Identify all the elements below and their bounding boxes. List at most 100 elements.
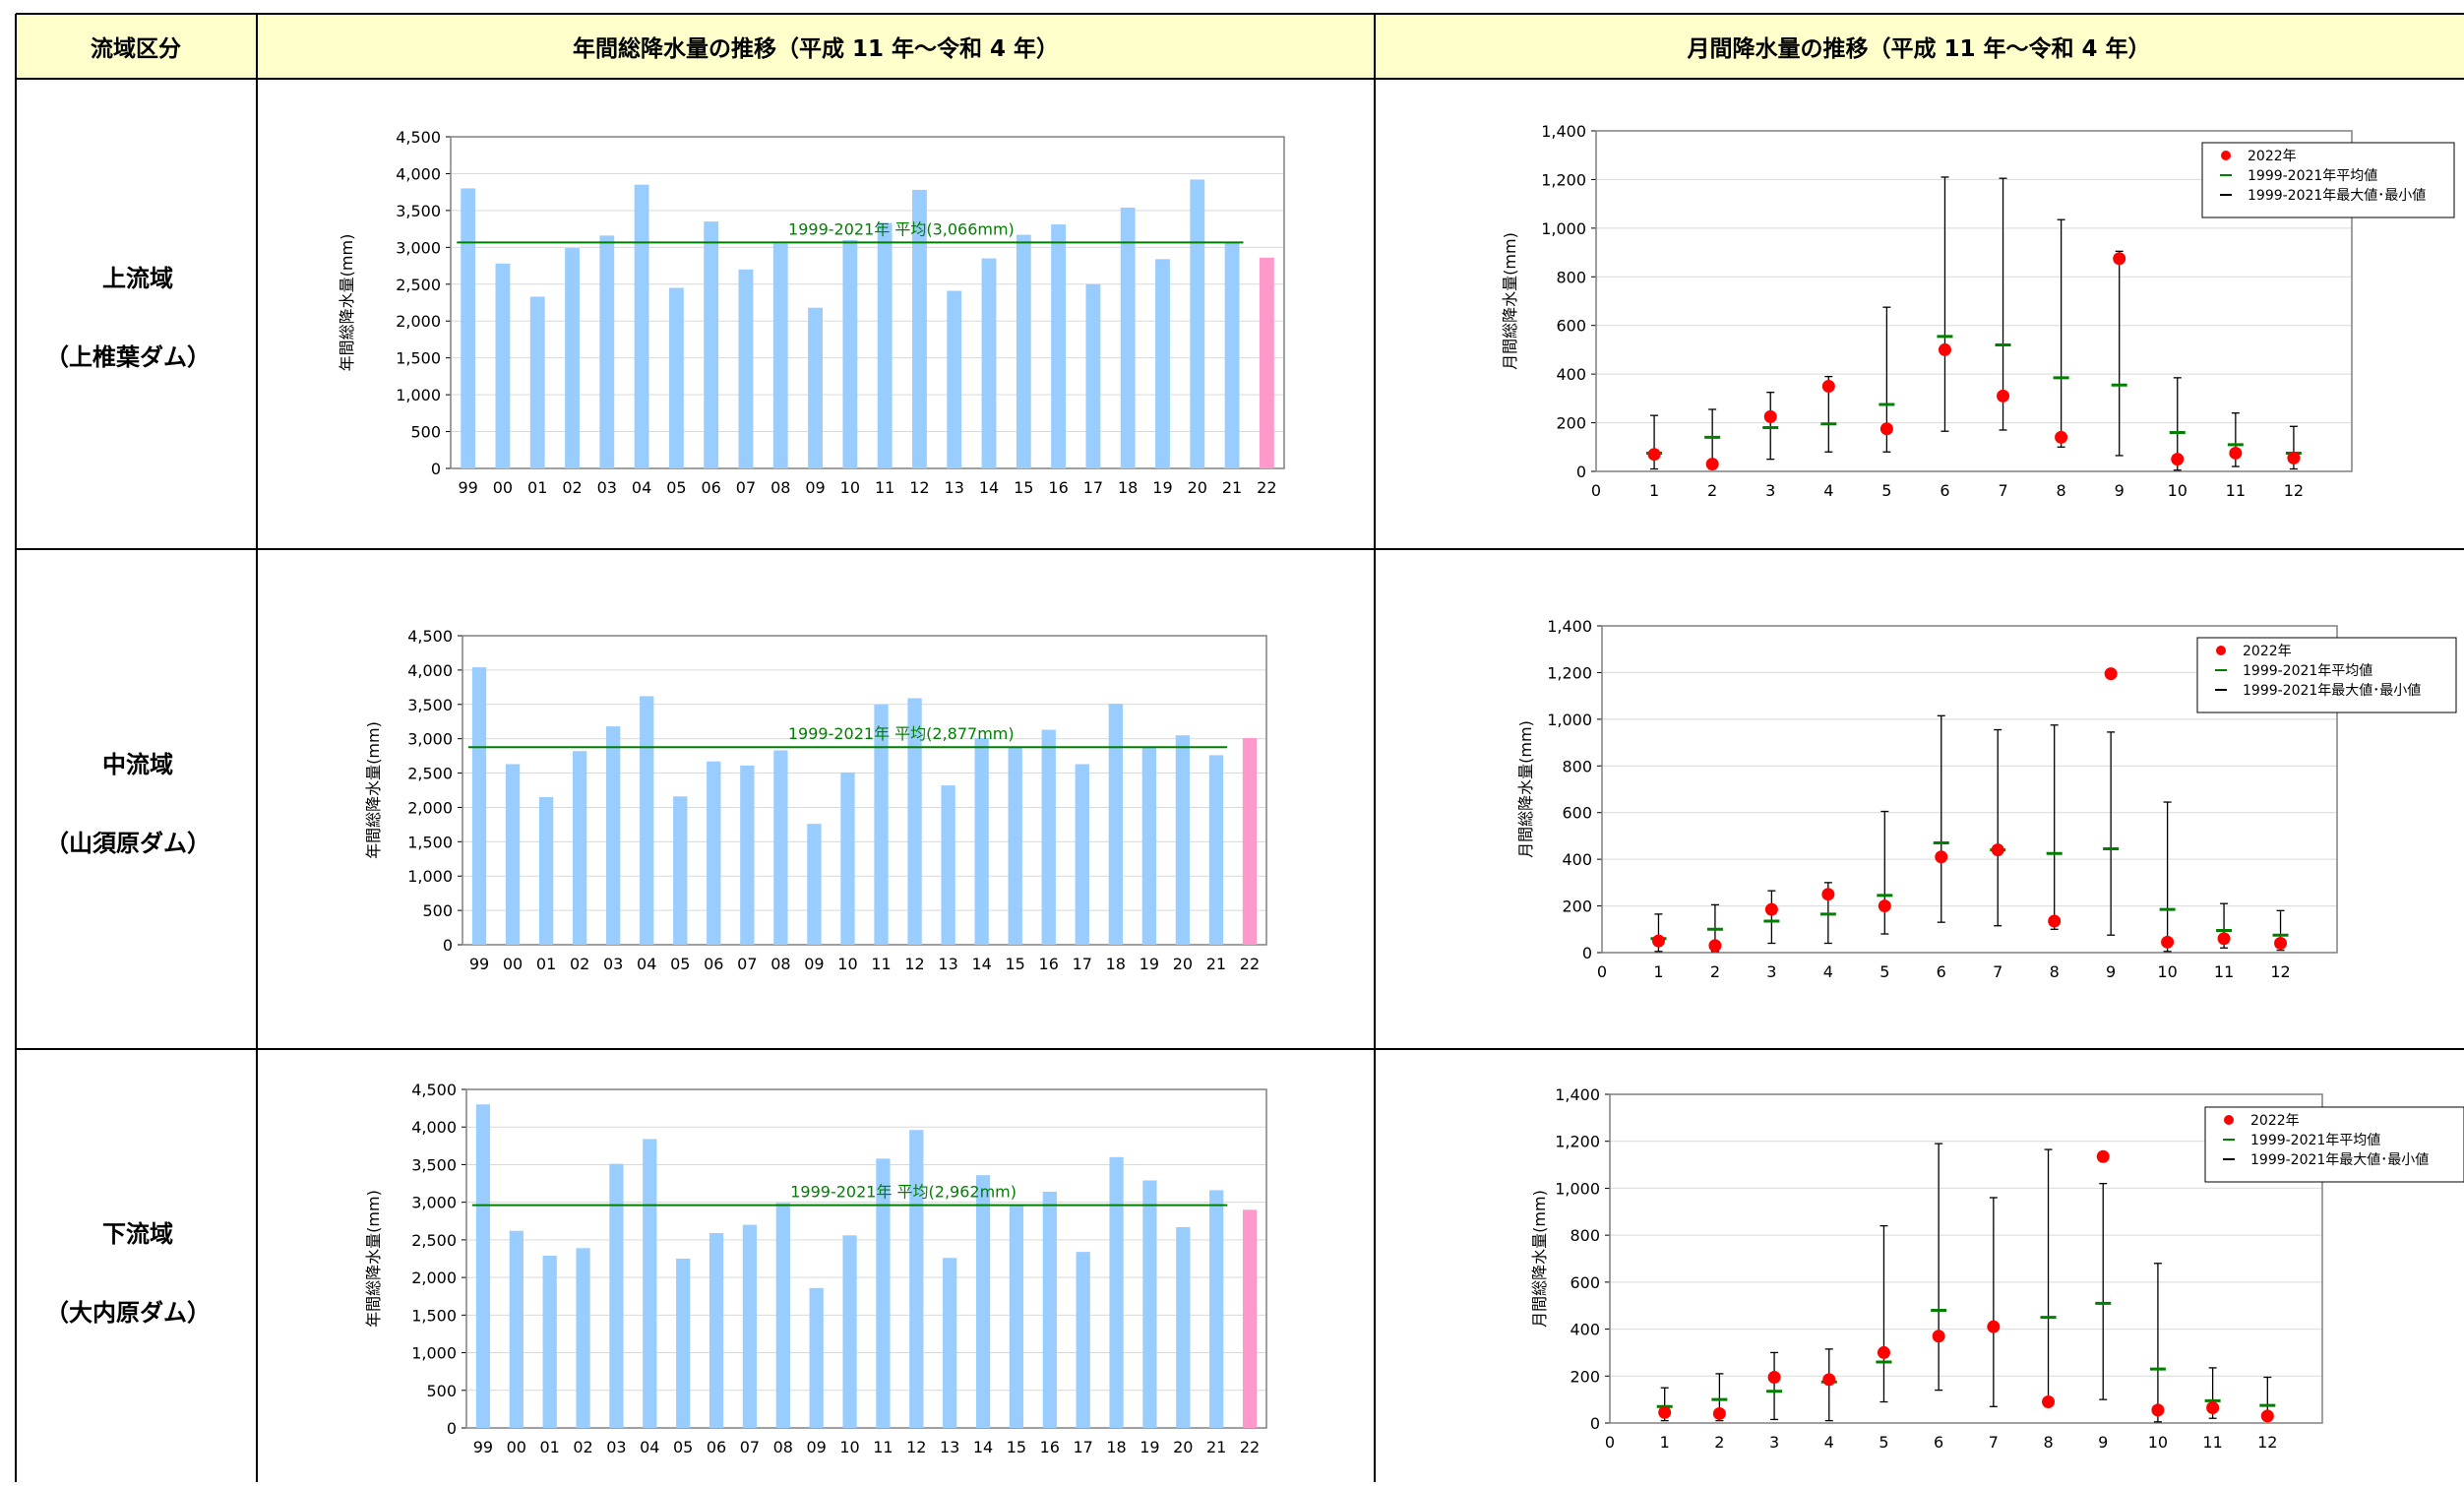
y-tick-label: 600: [1556, 317, 1586, 336]
x-tick-label: 7: [1989, 1433, 1999, 1452]
bar-13: [947, 290, 962, 468]
x-tick-label: 15: [1006, 955, 1025, 973]
point-2022-month-5: [1879, 422, 1893, 436]
y-tick-label: 4,000: [396, 164, 441, 183]
x-tick-label: 11: [875, 478, 894, 497]
annual-chart-4: 05001,0001,5002,0002,5003,0003,5004,0004…: [364, 1081, 1267, 1456]
annual-chart-2: 05001,0001,5002,0002,5003,0003,5004,0004…: [364, 627, 1267, 973]
bar-21: [1224, 242, 1240, 468]
point-2022-month-1: [1647, 448, 1661, 462]
y-tick-label: 2,500: [407, 765, 453, 783]
x-tick-label: 18: [1106, 955, 1126, 973]
y-axis-label: 月間総降水量(mm): [1516, 720, 1535, 858]
legend: 2022年 1999-2021年平均値 1999-2021年最大値･最小値: [2201, 142, 2455, 218]
y-tick-label: 4,500: [396, 128, 441, 147]
bar-06: [708, 1233, 724, 1428]
x-tick-label: 13: [945, 478, 964, 497]
bar-00: [505, 764, 521, 945]
legend-entry: 2022年: [2248, 149, 2297, 164]
bar-04: [640, 696, 654, 945]
y-tick-label: 2,000: [396, 312, 441, 331]
x-tick-label: 16: [1039, 955, 1059, 973]
bar-22: [1242, 737, 1258, 945]
x-tick-label: 16: [1048, 478, 1068, 497]
x-tick-label: 5: [1881, 481, 1891, 500]
legend-box: [2204, 1106, 2464, 1183]
x-tick-label: 04: [637, 955, 656, 973]
average-label: 1999-2021年 平均(2,877mm): [788, 724, 1015, 743]
x-tick-label: 11: [2226, 481, 2246, 500]
point-2022-month-7: [1991, 843, 2004, 857]
x-tick-label: 10: [839, 1438, 859, 1456]
bar-20: [1190, 179, 1205, 469]
bar-18: [1120, 207, 1136, 469]
y-tick-label: 0: [431, 460, 441, 478]
bar-15: [1016, 234, 1031, 468]
y-axis-label: 月間総降水量(mm): [1501, 232, 1519, 370]
x-tick-label: 22: [1240, 955, 1260, 973]
y-tick-label: 1,200: [1541, 170, 1586, 189]
y-tick-label: 1,000: [1541, 219, 1586, 238]
legend-entry: 1999-2021年平均値: [2243, 663, 2372, 679]
x-tick-label: 21: [1222, 478, 1242, 497]
point-2022-month-8: [2055, 430, 2068, 444]
x-tick-label: 8: [2043, 1433, 2053, 1452]
x-tick-label: 09: [805, 478, 825, 497]
legend-dot-icon: [2221, 151, 2231, 160]
y-tick-label: 1,000: [396, 386, 441, 404]
bar-03: [599, 235, 615, 468]
y-tick-label: 1,400: [1555, 1085, 1600, 1104]
bar-02: [576, 1248, 590, 1428]
x-tick-label: 10: [2157, 962, 2177, 981]
x-tick-label: 12: [906, 1438, 926, 1456]
bar-01: [538, 796, 554, 945]
point-2022-month-12: [2260, 1409, 2274, 1423]
plot-area: [1601, 625, 2338, 954]
x-tick-label: 00: [507, 1438, 526, 1456]
y-tick-label: 1,500: [407, 833, 453, 851]
bar-06: [707, 761, 721, 945]
x-tick-label: 05: [670, 955, 690, 973]
bar-15: [1009, 1204, 1024, 1428]
row-label-lower-dam: （大内原ダム）: [45, 1299, 211, 1327]
point-2022-month-8: [2048, 914, 2062, 928]
legend-box: [2201, 142, 2455, 218]
y-tick-label: 2,500: [396, 276, 441, 294]
bar-09: [808, 307, 823, 468]
legend-dot-icon: [2216, 646, 2226, 655]
bar-11: [877, 222, 893, 468]
x-tick-label: 11: [873, 1438, 893, 1456]
bar-05: [668, 287, 684, 468]
x-tick-label: 22: [1240, 1438, 1260, 1456]
bar-22: [1259, 257, 1274, 468]
x-tick-label: 2: [1707, 481, 1717, 500]
point-2022-month-7: [1997, 389, 2010, 402]
bar-14: [981, 258, 997, 468]
bar-10: [840, 772, 855, 945]
legend-entry: 1999-2021年最大値･最小値: [2248, 188, 2426, 204]
y-tick-label: 200: [1556, 414, 1586, 433]
x-tick-label: 08: [770, 478, 790, 497]
y-tick-label: 4,500: [407, 627, 453, 646]
bar-08: [773, 750, 788, 945]
y-tick-label: 0: [1576, 463, 1586, 481]
y-tick-label: 400: [1570, 1321, 1600, 1339]
y-tick-label: 1,500: [411, 1306, 457, 1325]
bar-18: [1108, 704, 1123, 945]
header-region: 流域区分: [91, 35, 181, 62]
x-tick-label: 19: [1140, 955, 1159, 973]
point-2022-month-6: [1935, 850, 1948, 864]
point-2022-month-9: [2104, 667, 2118, 681]
x-tick-label: 14: [973, 1438, 993, 1456]
x-tick-label: 11: [2202, 1433, 2222, 1452]
bar-11: [876, 1158, 891, 1428]
point-2022-month-6: [1938, 342, 1951, 356]
x-tick-label: 06: [702, 478, 721, 497]
point-2022-month-4: [1821, 380, 1835, 393]
legend-entry: 2022年: [2250, 1113, 2300, 1129]
x-tick-label: 13: [940, 1438, 959, 1456]
bar-12: [909, 1130, 924, 1428]
point-2022-month-3: [1763, 409, 1777, 423]
y-tick-label: 3,500: [396, 202, 441, 220]
